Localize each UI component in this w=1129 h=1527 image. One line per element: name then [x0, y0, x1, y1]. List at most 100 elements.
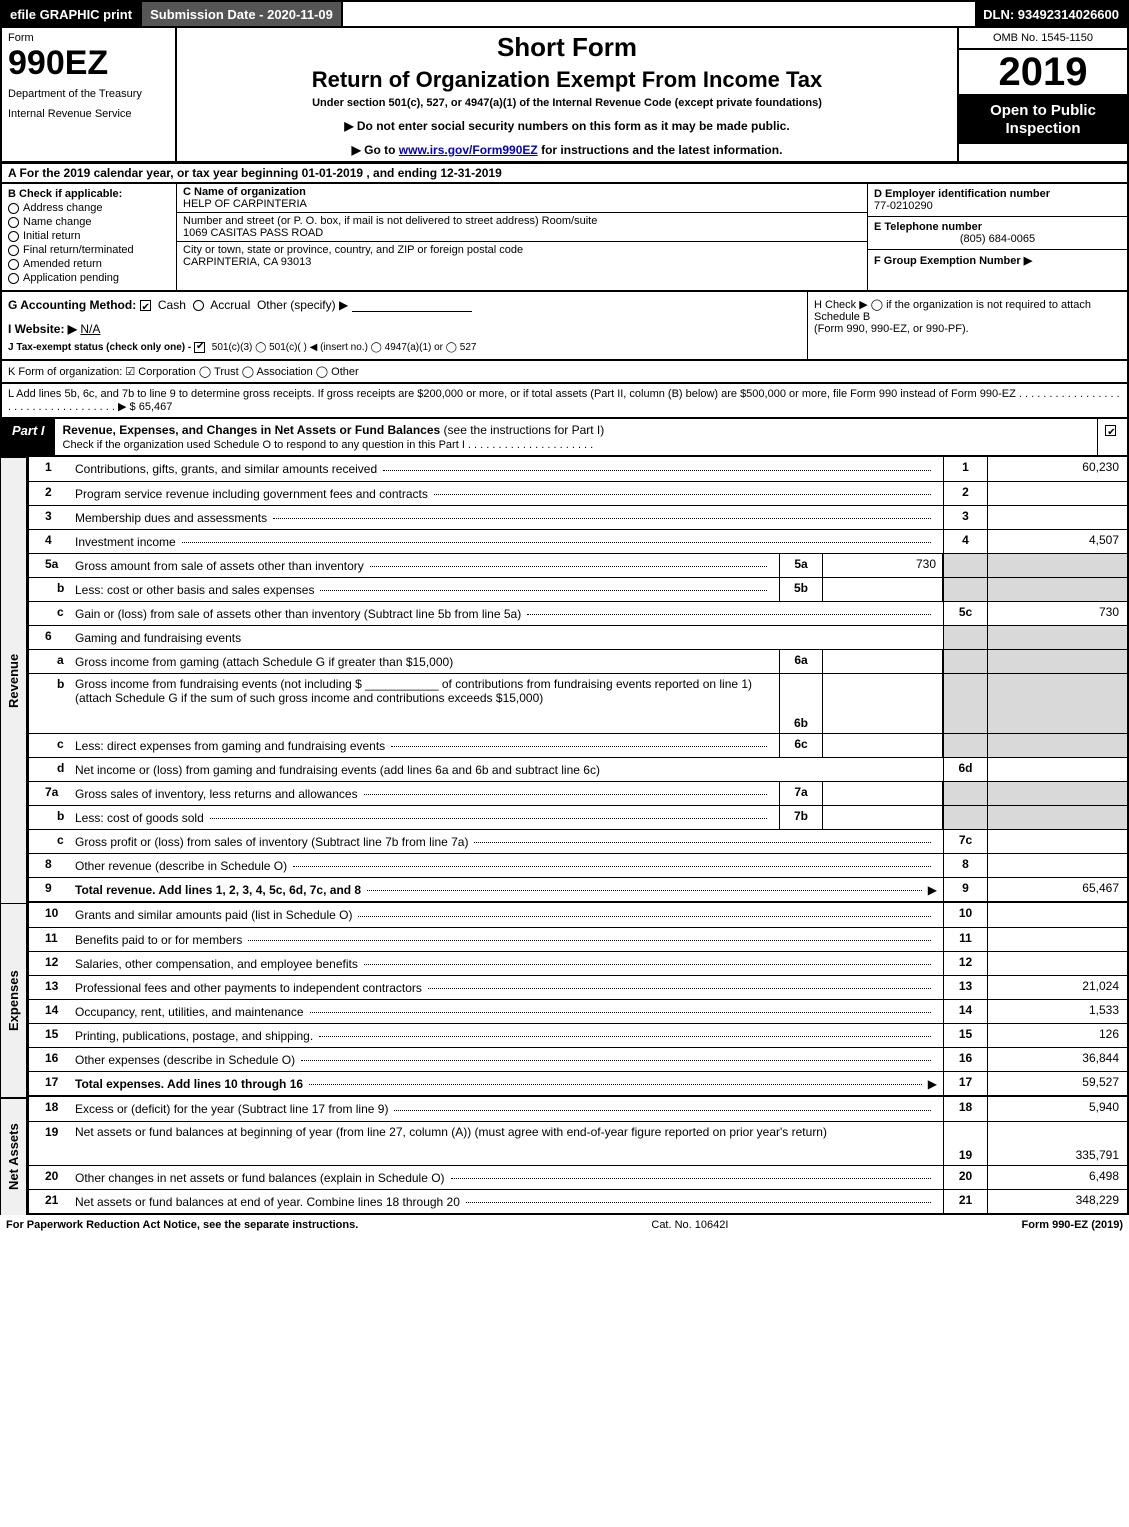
- h-text2: (Form 990, 990-EZ, or 990-PF).: [814, 323, 1121, 335]
- f-label: F Group Exemption Number ▶: [874, 254, 1121, 267]
- row-k: K Form of organization: ☑ Corporation ◯ …: [0, 361, 1129, 384]
- form-header: Form 990EZ Department of the Treasury In…: [0, 28, 1129, 163]
- notice-post: for instructions and the latest informat…: [538, 143, 783, 157]
- line-6a: a Gross income from gaming (attach Sched…: [29, 649, 1127, 673]
- block-b: B Check if applicable: Address change Na…: [0, 184, 1129, 292]
- line-9: 9 Total revenue. Add lines 1, 2, 3, 4, 5…: [29, 877, 1127, 901]
- row-a-tax-year: A For the 2019 calendar year, or tax yea…: [0, 163, 1129, 184]
- inspection-label: Open to Public Inspection: [959, 96, 1127, 144]
- notice-ssn: ▶ Do not enter social security numbers o…: [187, 119, 947, 133]
- line-8: 8 Other revenue (describe in Schedule O)…: [29, 853, 1127, 877]
- omb-number: OMB No. 1545-1150: [959, 28, 1127, 50]
- header-right: OMB No. 1545-1150 2019 Open to Public In…: [957, 28, 1127, 161]
- header-mid: Short Form Return of Organization Exempt…: [177, 28, 957, 161]
- line-12: 12 Salaries, other compensation, and emp…: [29, 951, 1127, 975]
- subtitle: Under section 501(c), 527, or 4947(a)(1)…: [187, 97, 947, 109]
- col-b-checkboxes: B Check if applicable: Address change Na…: [2, 184, 177, 290]
- page-footer: For Paperwork Reduction Act Notice, see …: [0, 1215, 1129, 1235]
- c-label: C Name of organization: [183, 186, 861, 198]
- g-left: G Accounting Method: Cash Accrual Other …: [2, 292, 807, 359]
- city-value: CARPINTERIA, CA 93013: [183, 256, 861, 268]
- form-number: 990EZ: [8, 46, 169, 80]
- g-accounting: G Accounting Method: Cash Accrual Other …: [8, 298, 801, 312]
- block-g-h: G Accounting Method: Cash Accrual Other …: [0, 292, 1129, 361]
- chk-501c3[interactable]: [194, 342, 205, 353]
- part-tag: Part I: [2, 419, 55, 455]
- netassets-grid: 18 Excess or (deficit) for the year (Sub…: [28, 1097, 1129, 1215]
- line-4: 4 Investment income 4 4,507: [29, 529, 1127, 553]
- chk-accrual[interactable]: [193, 300, 204, 311]
- line-6b: b Gross income from fundraising events (…: [29, 673, 1127, 733]
- row-l: L Add lines 5b, 6c, and 7b to line 9 to …: [0, 384, 1129, 419]
- efile-label: efile GRAPHIC print: [2, 2, 140, 26]
- footer-cat: Cat. No. 10642I: [358, 1219, 1021, 1231]
- line-16: 16 Other expenses (describe in Schedule …: [29, 1047, 1127, 1071]
- top-bar: efile GRAPHIC print Submission Date - 20…: [0, 0, 1129, 28]
- revenue-grid: 1 Contributions, gifts, grants, and simi…: [28, 457, 1129, 903]
- line-6: 6 Gaming and fundraising events: [29, 625, 1127, 649]
- irs-link[interactable]: www.irs.gov/Form990EZ: [399, 143, 538, 157]
- revenue-label: Revenue: [0, 457, 28, 903]
- col-c-org: C Name of organization HELP OF CARPINTER…: [177, 184, 867, 290]
- line-1: 1 Contributions, gifts, grants, and simi…: [29, 457, 1127, 481]
- chk-initial-return[interactable]: Initial return: [8, 230, 170, 242]
- row-l-text: L Add lines 5b, 6c, and 7b to line 9 to …: [8, 388, 1120, 413]
- title-main: Return of Organization Exempt From Incom…: [187, 67, 947, 93]
- submission-date: Submission Date - 2020-11-09: [140, 2, 343, 26]
- addr-label: Number and street (or P. O. box, if mail…: [183, 215, 861, 227]
- row-l-amount: $ 65,467: [130, 401, 173, 413]
- line-18: 18 Excess or (deficit) for the year (Sub…: [29, 1097, 1127, 1121]
- chk-cash[interactable]: [140, 300, 151, 311]
- line-7c: c Gross profit or (loss) from sales of i…: [29, 829, 1127, 853]
- line-6d: d Net income or (loss) from gaming and f…: [29, 757, 1127, 781]
- footer-left: For Paperwork Reduction Act Notice, see …: [6, 1219, 358, 1231]
- chk-address-change[interactable]: Address change: [8, 202, 170, 214]
- header-left: Form 990EZ Department of the Treasury In…: [2, 28, 177, 161]
- dln-label: DLN: 93492314026600: [975, 2, 1127, 26]
- phone-value: (805) 684-0065: [874, 233, 1121, 245]
- netassets-label: Net Assets: [0, 1097, 28, 1215]
- line-15: 15 Printing, publications, postage, and …: [29, 1023, 1127, 1047]
- h-schedule-b: H Check ▶ ◯ if the organization is not r…: [807, 292, 1127, 359]
- chk-name-change[interactable]: Name change: [8, 216, 170, 228]
- col-d-e-f: D Employer identification number 77-0210…: [867, 184, 1127, 290]
- expenses-grid: 10 Grants and similar amounts paid (list…: [28, 903, 1129, 1097]
- line-14: 14 Occupancy, rent, utilities, and maint…: [29, 999, 1127, 1023]
- line-5b: b Less: cost or other basis and sales ex…: [29, 577, 1127, 601]
- j-tax-exempt: J Tax-exempt status (check only one) - 5…: [8, 342, 801, 353]
- city-label: City or town, state or province, country…: [183, 244, 861, 256]
- notice-pre: ▶ Go to: [352, 143, 399, 157]
- dept-irs: Internal Revenue Service: [8, 108, 169, 120]
- ein-value: 77-0210290: [874, 200, 1121, 212]
- chk-amended-return[interactable]: Amended return: [8, 258, 170, 270]
- part-check[interactable]: [1097, 419, 1127, 455]
- title-short: Short Form: [187, 32, 947, 63]
- chk-application-pending[interactable]: Application pending: [8, 272, 170, 284]
- d-label: D Employer identification number: [874, 188, 1121, 200]
- line-6c: c Less: direct expenses from gaming and …: [29, 733, 1127, 757]
- footer-form: Form 990-EZ (2019): [1022, 1219, 1123, 1231]
- addr-value: 1069 CASITAS PASS ROAD: [183, 227, 861, 239]
- line-7b: b Less: cost of goods sold 7b: [29, 805, 1127, 829]
- expenses-label: Expenses: [0, 903, 28, 1097]
- part-title: Revenue, Expenses, and Changes in Net As…: [55, 419, 1097, 455]
- org-name: HELP OF CARPINTERIA: [183, 198, 861, 210]
- line-7a: 7a Gross sales of inventory, less return…: [29, 781, 1127, 805]
- dept-treasury: Department of the Treasury: [8, 88, 169, 100]
- line-13: 13 Professional fees and other payments …: [29, 975, 1127, 999]
- notice-link: ▶ Go to www.irs.gov/Form990EZ for instru…: [187, 143, 947, 157]
- line-17: 17 Total expenses. Add lines 10 through …: [29, 1071, 1127, 1095]
- b-header: B Check if applicable:: [8, 188, 170, 200]
- line-5c: c Gain or (loss) from sale of assets oth…: [29, 601, 1127, 625]
- i-website: I Website: ▶ N/A: [8, 322, 801, 336]
- e-label: E Telephone number: [874, 221, 1121, 233]
- line-19: 19 Net assets or fund balances at beginn…: [29, 1121, 1127, 1165]
- part-i-header: Part I Revenue, Expenses, and Changes in…: [0, 419, 1129, 457]
- line-3: 3 Membership dues and assessments 3: [29, 505, 1127, 529]
- form-label: Form: [8, 32, 169, 44]
- line-21: 21 Net assets or fund balances at end of…: [29, 1189, 1127, 1213]
- chk-final-return[interactable]: Final return/terminated: [8, 244, 170, 256]
- line-2: 2 Program service revenue including gove…: [29, 481, 1127, 505]
- line-10: 10 Grants and similar amounts paid (list…: [29, 903, 1127, 927]
- h-text1: H Check ▶ ◯ if the organization is not r…: [814, 298, 1121, 323]
